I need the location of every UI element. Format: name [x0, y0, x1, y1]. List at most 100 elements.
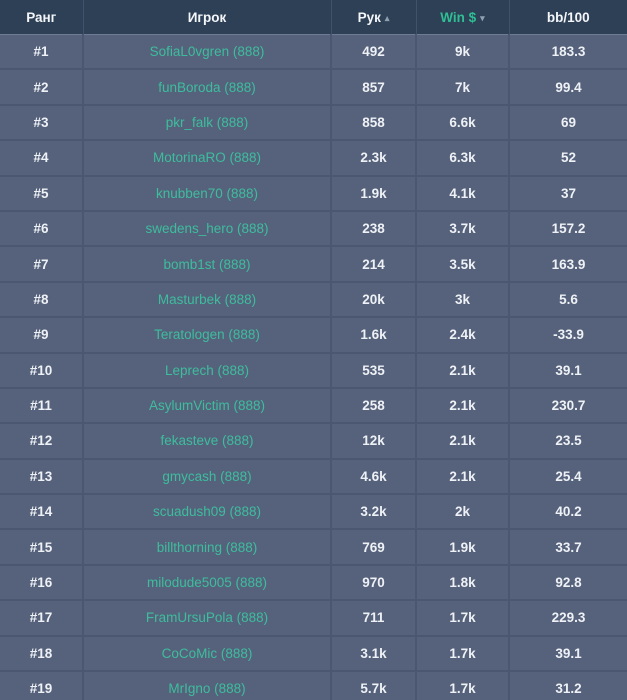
hands-cell: 20k [331, 281, 417, 319]
player-link[interactable]: FramUrsuPola (888) [83, 600, 332, 637]
player-link[interactable]: Teratologen (888) [83, 317, 332, 354]
win-cell: 2.1k [416, 387, 510, 425]
table-row: #11 AsylumVictim (888) 258 2.1k 230.7 [0, 387, 627, 425]
rank-cell: #1 [0, 34, 84, 71]
hands-cell: 769 [331, 529, 417, 566]
player-link[interactable]: CoCoMic (888) [83, 635, 332, 673]
rank-cell: #3 [0, 104, 84, 142]
player-link[interactable]: Masturbek (888) [83, 281, 332, 319]
table-body: #1 SofiaL0vgren (888) 492 9k 183.3 #2 fu… [0, 34, 627, 700]
header-row: Ранг Игрок Рук ▴ Win $ ▾ bb/100 [0, 0, 627, 35]
header-win-label: Win $ [440, 9, 477, 25]
hands-cell: 858 [331, 104, 417, 142]
header-bb100[interactable]: bb/100 [509, 0, 627, 35]
bb100-cell: 37 [509, 175, 627, 212]
bb100-cell: 31.2 [509, 671, 627, 700]
rank-cell: #4 [0, 140, 84, 177]
hands-cell: 535 [331, 352, 417, 389]
header-win[interactable]: Win $ ▾ [416, 0, 510, 35]
table-row: #14 scuadush09 (888) 3.2k 2k 40.2 [0, 494, 627, 531]
header-hands[interactable]: Рук ▴ [331, 0, 417, 35]
player-link[interactable]: gmycash (888) [83, 458, 332, 496]
rank-cell: #16 [0, 564, 84, 602]
hands-cell: 4.6k [331, 458, 417, 496]
win-cell: 2.1k [416, 423, 510, 460]
win-cell: 2.1k [416, 352, 510, 389]
player-link[interactable]: fekasteve (888) [83, 423, 332, 460]
rank-cell: #15 [0, 529, 84, 566]
win-cell: 2.4k [416, 317, 510, 354]
player-link[interactable]: scuadush09 (888) [83, 494, 332, 531]
player-link[interactable]: MrIgno (888) [83, 671, 332, 700]
win-cell: 6.6k [416, 104, 510, 142]
hands-cell: 857 [331, 69, 417, 106]
player-link[interactable]: pkr_falk (888) [83, 104, 332, 142]
player-link[interactable]: swedens_hero (888) [83, 210, 332, 248]
table-row: #2 funBoroda (888) 857 7k 99.4 [0, 69, 627, 106]
player-link[interactable]: AsylumVictim (888) [83, 387, 332, 425]
bb100-cell: 183.3 [509, 34, 627, 71]
bb100-cell: 52 [509, 140, 627, 177]
bb100-cell: 99.4 [509, 69, 627, 106]
hands-cell: 258 [331, 387, 417, 425]
table-row: #1 SofiaL0vgren (888) 492 9k 183.3 [0, 34, 627, 71]
win-cell: 9k [416, 34, 510, 71]
bb100-cell: 92.8 [509, 564, 627, 602]
table-row: #15 billthorning (888) 769 1.9k 33.7 [0, 529, 627, 566]
rank-cell: #5 [0, 175, 84, 212]
hands-cell: 2.3k [331, 140, 417, 177]
win-cell: 1.7k [416, 671, 510, 700]
hands-cell: 1.9k [331, 175, 417, 212]
player-link[interactable]: funBoroda (888) [83, 69, 332, 106]
hands-cell: 711 [331, 600, 417, 637]
player-link[interactable]: knubben70 (888) [83, 175, 332, 212]
rank-cell: #2 [0, 69, 84, 106]
table-row: #13 gmycash (888) 4.6k 2.1k 25.4 [0, 458, 627, 496]
bb100-cell: 25.4 [509, 458, 627, 496]
rank-cell: #12 [0, 423, 84, 460]
rank-cell: #13 [0, 458, 84, 496]
rank-cell: #7 [0, 246, 84, 283]
player-link[interactable]: MotorinaRO (888) [83, 140, 332, 177]
hands-cell: 1.6k [331, 317, 417, 354]
header-rank[interactable]: Ранг [0, 0, 84, 35]
table-row: #16 milodude5005 (888) 970 1.8k 92.8 [0, 564, 627, 602]
rank-cell: #9 [0, 317, 84, 354]
hands-cell: 3.1k [331, 635, 417, 673]
table-row: #9 Teratologen (888) 1.6k 2.4k -33.9 [0, 317, 627, 354]
table-row: #3 pkr_falk (888) 858 6.6k 69 [0, 104, 627, 142]
table-row: #5 knubben70 (888) 1.9k 4.1k 37 [0, 175, 627, 212]
table-row: #17 FramUrsuPola (888) 711 1.7k 229.3 [0, 600, 627, 637]
rank-cell: #10 [0, 352, 84, 389]
table-row: #18 CoCoMic (888) 3.1k 1.7k 39.1 [0, 635, 627, 673]
bb100-cell: 33.7 [509, 529, 627, 566]
player-link[interactable]: Leprech (888) [83, 352, 332, 389]
hands-cell: 492 [331, 34, 417, 71]
bb100-cell: 69 [509, 104, 627, 142]
bb100-cell: 39.1 [509, 352, 627, 389]
table-row: #7 bomb1st (888) 214 3.5k 163.9 [0, 246, 627, 283]
header-player[interactable]: Игрок [83, 0, 332, 35]
player-link[interactable]: bomb1st (888) [83, 246, 332, 283]
win-cell: 3.7k [416, 210, 510, 248]
player-link[interactable]: billthorning (888) [83, 529, 332, 566]
player-link[interactable]: milodude5005 (888) [83, 564, 332, 602]
win-cell: 4.1k [416, 175, 510, 212]
table-row: #10 Leprech (888) 535 2.1k 39.1 [0, 352, 627, 389]
hands-cell: 970 [331, 564, 417, 602]
bb100-cell: 230.7 [509, 387, 627, 425]
rank-cell: #11 [0, 387, 84, 425]
win-cell: 7k [416, 69, 510, 106]
bb100-cell: -33.9 [509, 317, 627, 354]
win-cell: 1.7k [416, 600, 510, 637]
hands-cell: 12k [331, 423, 417, 460]
sort-desc-icon: ▾ [480, 12, 485, 23]
hands-cell: 3.2k [331, 494, 417, 531]
bb100-cell: 23.5 [509, 423, 627, 460]
hands-cell: 214 [331, 246, 417, 283]
player-link[interactable]: SofiaL0vgren (888) [83, 34, 332, 71]
win-cell: 3.5k [416, 246, 510, 283]
hands-cell: 238 [331, 210, 417, 248]
rank-cell: #14 [0, 494, 84, 531]
